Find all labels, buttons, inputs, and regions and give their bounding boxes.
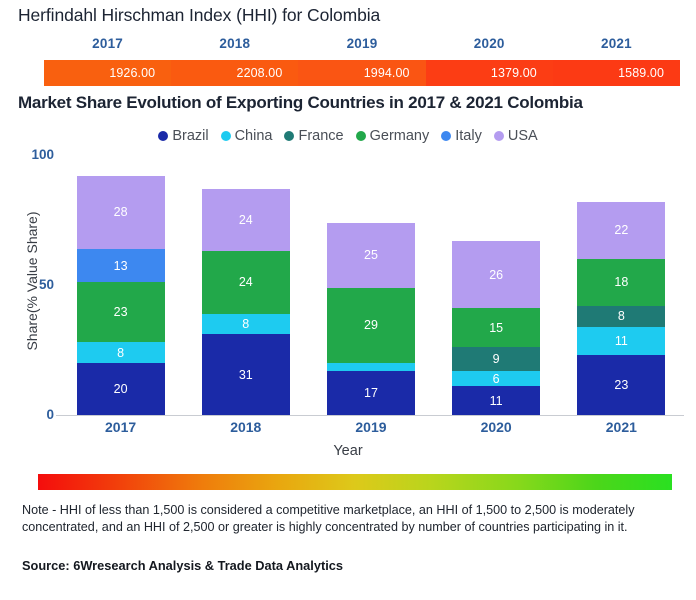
legend-item-usa[interactable]: USA [493,128,538,144]
bar-segment-china-2019[interactable] [326,363,415,371]
y-tick-100: 100 [31,147,54,162]
bar-segment-china-2021[interactable]: 11 [577,326,666,356]
hhi-value-2019: 1994.00 [298,60,426,86]
legend-item-china[interactable]: China [220,128,273,144]
legend-item-brazil[interactable]: Brazil [158,128,209,144]
stacked-bar: 23 11 8 18 22 [577,201,666,415]
chart-legend: Brazil China France Germany Italy USA [0,128,696,144]
x-axis-line [56,415,684,416]
legend-label: China [234,128,273,144]
stacked-bar: 31 8 24 24 [201,188,290,415]
hhi-year-2017: 2017 [92,36,124,51]
bar-segment-germany-2021[interactable]: 18 [577,259,666,306]
hhi-year-2018: 2018 [219,36,251,51]
bar-column-2019[interactable]: 17 29 25 [316,155,426,415]
bar-segment-italy-2017[interactable]: 13 [76,248,165,283]
x-tick-2020: 2020 [480,419,512,435]
y-tick-50: 50 [38,277,54,292]
bar-segment-usa-2021[interactable]: 22 [577,201,666,260]
legend-swatch-icon-germany [355,131,366,141]
legend-label: Italy [455,128,482,144]
legend-label: USA [507,128,538,144]
bar-segment-china-2020[interactable]: 6 [452,370,541,387]
x-tick-2018: 2018 [230,419,262,435]
stacked-bar: 11 6 9 15 26 [452,240,541,415]
x-axis-ticks: 2017 2018 2019 2020 2021 [58,419,684,441]
stacked-bar: 17 29 25 [326,222,415,415]
legend-swatch-icon-brazil [158,131,169,141]
bar-segment-usa-2018[interactable]: 24 [201,188,290,252]
hhi-value-2021: 1589.00 [552,60,680,86]
x-tick-2017: 2017 [105,419,137,435]
hhi-year-2021: 2021 [600,36,632,51]
chart-title: Market Share Evolution of Exporting Coun… [18,93,583,112]
bar-segment-brazil-2019[interactable]: 17 [326,370,415,415]
hhi-value-2017: 1926.00 [44,60,172,86]
stacked-bar: 20 8 23 13 28 [76,175,165,415]
bar-group: 20 8 23 13 28 31 8 24 24 17 29 25 11 6 9 15 26 23 11 8 18 22 [58,155,684,415]
y-axis-ticks: 100 50 0 [8,147,54,422]
bar-segment-brazil-2018[interactable]: 31 [201,334,290,415]
hhi-value-2020: 1379.00 [425,60,553,86]
chart-source: Source: 6Wresearch Analysis & Trade Data… [22,558,344,573]
hhi-year-2020: 2020 [473,36,505,51]
plot-area: Share(% Value Share) 100 50 0 20 8 23 13 28 31 8… [0,147,696,459]
y-tick-0: 0 [46,407,54,422]
bar-segment-brazil-2021[interactable]: 23 [577,355,666,415]
hhi-year-row: 2017 2018 2019 2020 2021 [44,36,680,56]
legend-item-france[interactable]: France [284,128,344,144]
x-axis-label: Year [333,443,363,459]
legend-item-germany[interactable]: Germany [355,128,430,144]
legend-label: Brazil [172,128,209,144]
bar-segment-china-2017[interactable]: 8 [76,342,165,363]
x-tick-2019: 2019 [355,419,387,435]
legend-label: Germany [369,128,430,144]
bar-column-2021[interactable]: 23 11 8 18 22 [566,155,676,415]
bar-segment-germany-2018[interactable]: 24 [201,251,290,314]
bar-segment-france-2021[interactable]: 8 [577,305,666,327]
bar-segment-usa-2019[interactable]: 25 [326,222,415,288]
hhi-value-bar: 1926.00 2208.00 1994.00 1379.00 1589.00 [44,60,680,86]
hhi-value-2018: 2208.00 [171,60,299,86]
x-tick-2021: 2021 [605,419,637,435]
bar-segment-brazil-2017[interactable]: 20 [76,363,165,415]
bar-segment-brazil-2020[interactable]: 11 [452,386,541,415]
hhi-title: Herfindahl Hirschman Index (HHI) for Col… [18,5,381,25]
bar-column-2017[interactable]: 20 8 23 13 28 [66,155,176,415]
bar-segment-france-2020[interactable]: 9 [452,347,541,371]
legend-swatch-icon-usa [493,131,504,141]
bar-segment-china-2018[interactable]: 8 [201,313,290,335]
bar-segment-germany-2019[interactable]: 29 [326,287,415,364]
legend-label: France [298,128,344,144]
legend-swatch-icon-china [220,131,231,141]
legend-swatch-icon-france [284,131,295,141]
chart-note: Note - HHI of less than 1,500 is conside… [22,503,635,534]
bar-segment-usa-2020[interactable]: 26 [452,240,541,309]
concentration-gradient-bar [38,474,672,490]
bar-column-2018[interactable]: 31 8 24 24 [191,155,301,415]
bar-segment-germany-2017[interactable]: 23 [76,282,165,343]
bar-segment-usa-2017[interactable]: 28 [76,175,165,249]
hhi-year-2019: 2019 [346,36,378,51]
bar-segment-germany-2020[interactable]: 15 [452,308,541,348]
bar-column-2020[interactable]: 11 6 9 15 26 [441,155,551,415]
legend-item-italy[interactable]: Italy [441,128,482,144]
legend-swatch-icon-italy [441,131,452,141]
